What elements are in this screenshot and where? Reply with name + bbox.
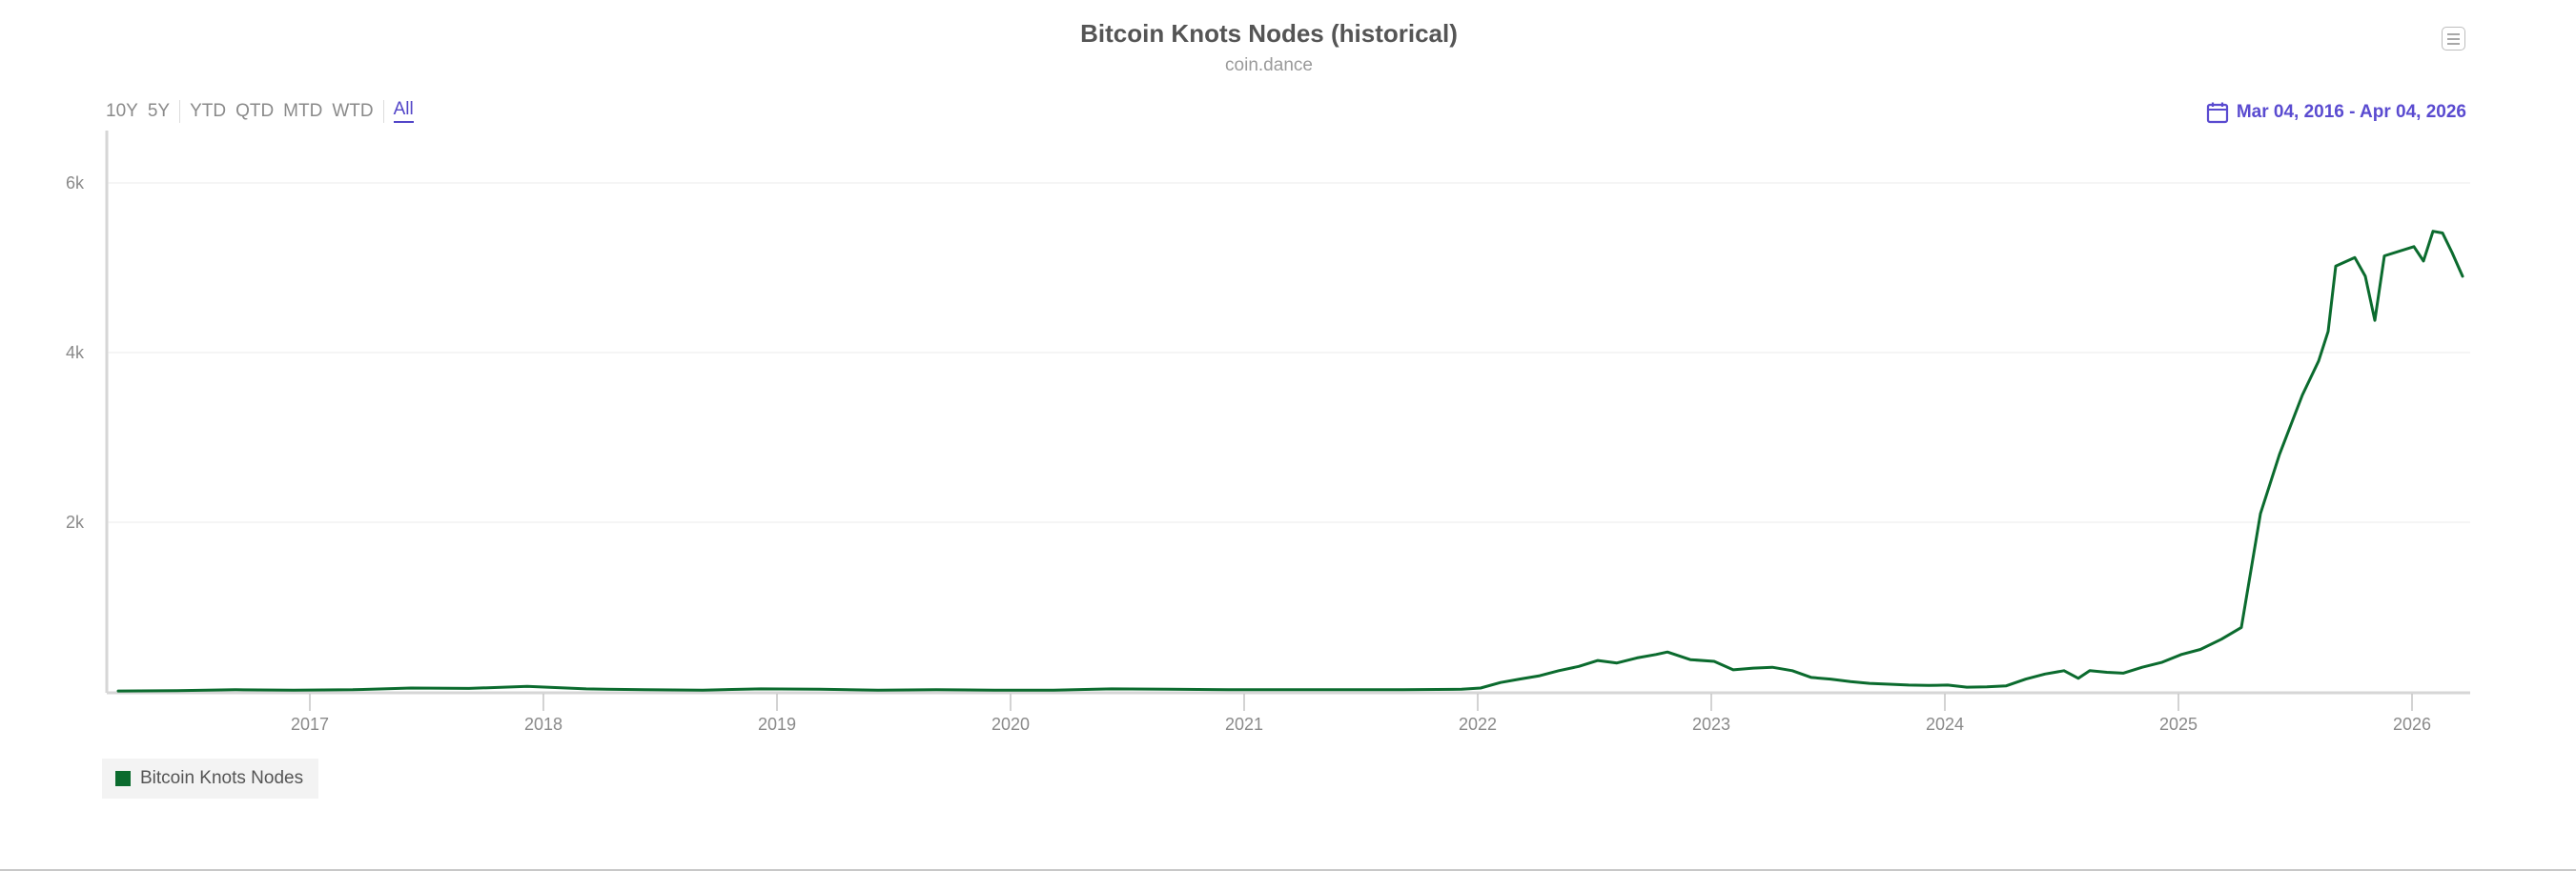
chart-title: Bitcoin Knots Nodes (historical) — [1080, 19, 1458, 48]
chart-menu-button[interactable] — [2442, 27, 2465, 51]
x-tick-label: 2020 — [992, 715, 1030, 734]
chart-subtitle: coin.dance — [1225, 55, 1313, 75]
bottom-divider — [0, 869, 2576, 871]
date-range-label: Mar 04, 2016 - Apr 04, 2026 — [2236, 102, 2466, 122]
range-mtd-button[interactable]: MTD — [283, 100, 323, 121]
hamburger-menu-icon — [2447, 32, 2460, 35]
x-tick-label: 2019 — [758, 715, 796, 734]
y-tick-label: 4k — [66, 343, 85, 362]
range-10y-button[interactable]: 10Y — [106, 100, 138, 121]
legend-label: Bitcoin Knots Nodes — [140, 768, 304, 788]
range-divider — [179, 99, 181, 123]
hamburger-menu-icon-line — [2447, 37, 2460, 40]
date-range-picker[interactable]: Mar 04, 2016 - Apr 04, 2026 — [2206, 101, 2466, 124]
range-qtd-button[interactable]: QTD — [235, 100, 275, 121]
x-tick-label: 2025 — [2159, 715, 2198, 734]
x-tick-label: 2018 — [524, 715, 562, 734]
y-axis: 2k 4k 6k — [66, 131, 109, 693]
legend-swatch — [115, 771, 131, 786]
x-tick-label: 2023 — [1692, 715, 1730, 734]
x-tick-label: 2017 — [291, 715, 329, 734]
x-tick-label: 2022 — [1459, 715, 1497, 734]
gridlines — [107, 182, 2470, 523]
range-wtd-button[interactable]: WTD — [332, 100, 374, 121]
range-selector: 10Y 5Y YTD QTD MTD WTD All — [106, 99, 423, 123]
legend-item-bitcoin-knots-nodes[interactable]: Bitcoin Knots Nodes — [102, 759, 319, 799]
series-line-bitcoin-knots-nodes[interactable] — [116, 230, 2464, 693]
y-tick-label: 2k — [66, 513, 85, 532]
x-axis: 2017 2018 2019 2020 2021 2022 2023 2024 2025 2026 — [107, 691, 2470, 734]
calendar-icon — [2206, 102, 2228, 124]
range-5y-button[interactable]: 5Y — [147, 100, 171, 121]
hamburger-menu-icon-line — [2447, 42, 2460, 45]
y-tick-label: 6k — [66, 173, 85, 192]
range-ytd-button[interactable]: YTD — [190, 100, 227, 121]
range-divider — [382, 99, 384, 123]
range-all-button[interactable]: All — [393, 99, 414, 123]
x-tick-label: 2021 — [1225, 715, 1263, 734]
x-tick-label: 2024 — [1926, 715, 1964, 734]
x-tick-label: 2026 — [2393, 715, 2431, 734]
